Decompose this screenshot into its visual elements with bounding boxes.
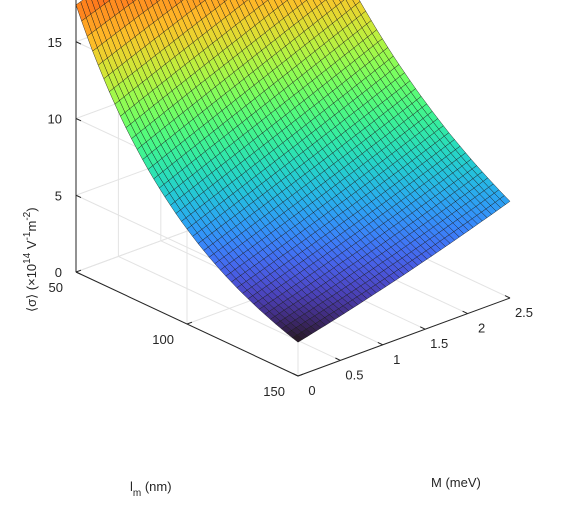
y-tick-mark xyxy=(292,373,299,377)
y-tick-label: 2 xyxy=(478,321,485,336)
axis-lines xyxy=(75,0,511,377)
x-tick-mark xyxy=(186,321,193,325)
z-tick-label: 10 xyxy=(48,112,62,127)
y-tick-mark xyxy=(462,310,468,315)
y-tick-mark xyxy=(377,341,384,346)
y-tick-label: 0.5 xyxy=(345,367,363,382)
surface-patch xyxy=(291,334,304,343)
y-tick-label: 2.5 xyxy=(515,305,533,320)
y-tick-mark xyxy=(419,326,426,330)
y-tick-mark xyxy=(335,357,341,361)
y-tick-mark xyxy=(504,295,511,299)
surface-mesh xyxy=(75,0,511,343)
x-tick-mark xyxy=(75,269,82,273)
y-tick-label: 0 xyxy=(308,383,315,398)
y-axis-label: M (meV) xyxy=(431,475,481,490)
z-tick-label: 15 xyxy=(48,35,62,50)
x-tick-label: 50 xyxy=(49,280,63,295)
z-tick-mark xyxy=(75,41,82,45)
y-axis-line xyxy=(297,297,511,377)
x-axis-label: lm (nm) xyxy=(130,479,172,499)
z-tick-mark xyxy=(75,271,82,275)
y-tick-label: 1.5 xyxy=(430,336,448,351)
z-tick-mark xyxy=(75,118,82,122)
x-tick-label: 100 xyxy=(152,332,174,347)
x-tick-label: 150 xyxy=(263,384,285,399)
z-tick-label: 5 xyxy=(55,188,62,203)
y-tick-label: 1 xyxy=(393,352,400,367)
z-axis-label: ⟨σ⟩ (×1014 V-1m-2) xyxy=(22,207,39,312)
tick-labels: 051015205010015000.511.522.5 xyxy=(48,35,534,399)
x-tick-mark xyxy=(297,373,304,377)
z-tick-mark xyxy=(75,194,82,199)
y-grid-floor xyxy=(118,255,341,361)
z-tick-label: 0 xyxy=(55,265,62,280)
